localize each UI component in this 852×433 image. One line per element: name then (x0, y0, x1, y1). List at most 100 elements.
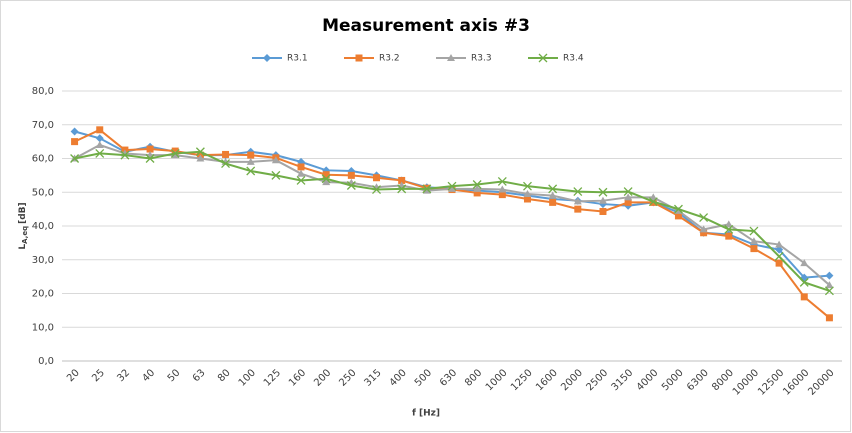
marker (146, 145, 154, 153)
marker (322, 178, 331, 186)
marker (825, 314, 833, 322)
marker (549, 198, 557, 206)
marker (447, 181, 457, 191)
marker (749, 237, 758, 245)
marker (725, 232, 733, 240)
y-label-subscript: A,eq (21, 226, 29, 244)
y-axis-label: LA,eq [dB] (18, 202, 30, 249)
marker (346, 181, 356, 190)
y-tick-label: 50,0 (32, 187, 54, 198)
marker (372, 185, 381, 195)
marker (297, 163, 305, 171)
marker (523, 181, 532, 191)
y-tick-label: 0,0 (38, 356, 54, 367)
marker (598, 187, 608, 197)
marker (246, 166, 256, 176)
marker (171, 147, 179, 155)
marker (473, 189, 481, 197)
marker (222, 150, 230, 158)
marker (195, 147, 205, 157)
marker (775, 245, 784, 254)
marker (825, 281, 834, 289)
marker (825, 271, 834, 280)
marker (498, 191, 506, 199)
marker (271, 170, 281, 180)
marker (120, 150, 130, 160)
marker (673, 204, 683, 214)
marker (623, 187, 633, 197)
y-label-unit: [dB] (18, 202, 28, 224)
marker (574, 205, 582, 213)
marker (145, 154, 155, 163)
marker (196, 154, 205, 162)
marker (95, 141, 104, 148)
y-tick-label: 60,0 (32, 154, 54, 165)
y-tick-label: 20,0 (32, 289, 54, 300)
marker (71, 138, 79, 146)
x-axis-label: f [Hz] (412, 409, 440, 419)
marker (523, 195, 531, 203)
marker (247, 151, 255, 159)
legend-label: R3.3 (471, 54, 492, 64)
marker (523, 189, 532, 197)
marker (624, 198, 632, 206)
marker (699, 213, 709, 223)
marker (749, 226, 759, 236)
marker (648, 197, 658, 207)
marker (800, 293, 808, 301)
marker (355, 54, 363, 62)
marker (649, 193, 658, 201)
marker (322, 171, 330, 179)
chart-title: Measurement axis #3 (322, 16, 530, 36)
marker (70, 154, 80, 163)
marker (800, 259, 809, 267)
marker (296, 175, 306, 185)
marker (538, 53, 548, 63)
marker (824, 286, 834, 296)
marker (674, 212, 682, 220)
marker (171, 151, 180, 159)
y-tick-label: 10,0 (32, 322, 54, 333)
y-label-symbol: L (18, 244, 28, 250)
marker (775, 240, 784, 248)
marker (473, 184, 482, 192)
marker (297, 169, 306, 177)
marker (447, 54, 455, 61)
marker (774, 251, 784, 261)
marker (624, 193, 633, 201)
marker (700, 229, 708, 237)
marker (373, 174, 381, 182)
legend-label: R3.4 (563, 54, 584, 64)
legend-label: R3.1 (287, 54, 308, 64)
marker (422, 186, 431, 194)
y-tick-label: 30,0 (32, 255, 54, 266)
y-tick-label: 80,0 (32, 86, 54, 97)
legend-label: R3.2 (379, 54, 400, 64)
marker (170, 148, 180, 158)
marker (347, 171, 355, 179)
marker (674, 206, 683, 214)
marker (221, 159, 231, 169)
marker (70, 127, 79, 136)
marker (397, 184, 407, 194)
marker (573, 197, 582, 205)
marker (321, 174, 331, 184)
marker (95, 134, 104, 143)
marker (271, 156, 280, 164)
marker (448, 184, 456, 192)
marker (498, 185, 507, 193)
marker (599, 207, 607, 215)
marker (598, 196, 607, 204)
marker (724, 224, 734, 234)
marker (246, 157, 255, 165)
marker (573, 187, 583, 197)
marker (775, 259, 783, 267)
marker (263, 54, 271, 62)
marker (548, 191, 557, 199)
marker (799, 277, 809, 287)
y-tick-label: 70,0 (32, 120, 54, 131)
marker (724, 220, 733, 228)
marker (548, 184, 558, 194)
